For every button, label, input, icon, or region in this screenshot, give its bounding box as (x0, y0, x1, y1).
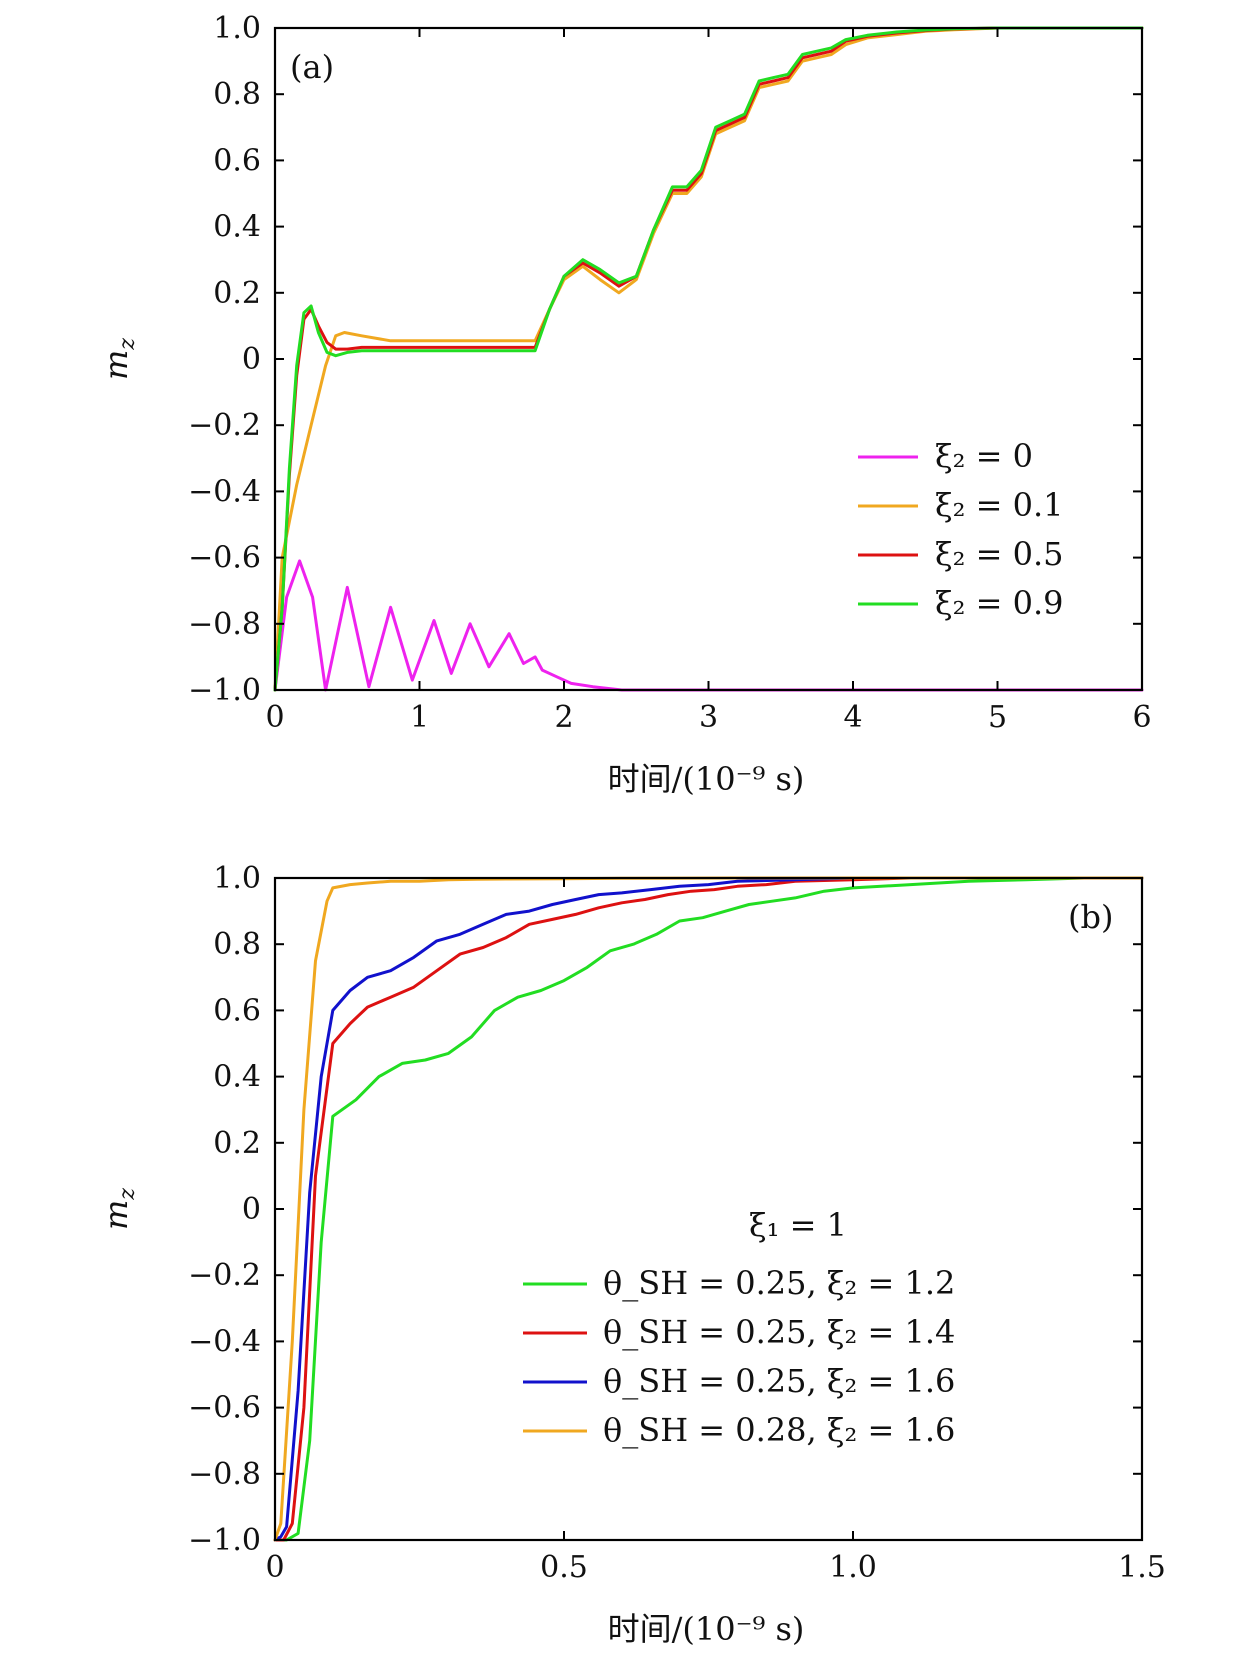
panel-a-xtick-label: 4 (843, 700, 862, 735)
panel-a-ytick-label: −0.6 (188, 541, 261, 576)
series-line-0.9 (273, 26, 1144, 692)
panel-b-xtick-label: 1.0 (829, 1550, 877, 1585)
panel-b-ytick-label: 1.0 (213, 861, 261, 896)
panel-b-xtick-label: 0 (265, 1550, 284, 1585)
panel-a-xtick-label: 1 (410, 700, 429, 735)
panel-b: 0 0.5 1.0 1.5 −1.0 −0.8 −0.6 −0.4 −0.2 0 0.2 0.4 0.6… (97, 861, 1166, 1648)
panel-b-ytick-label: −1.0 (188, 1523, 261, 1558)
panel-a-ytick-label: −0.2 (188, 408, 261, 443)
panel-a-ticks: 0 1 2 3 4 5 6 −1.0 −0.8 −0.6 −0.4 −0.2 0 0.2 0.4 0.6 0.8… (188, 11, 1151, 735)
legend-entry-red: θ_SH = 0.25, ξ₂ = 1.4 (603, 1313, 955, 1351)
panel-a-label: (a) (290, 48, 334, 86)
legend-entry-blue: θ_SH = 0.25, ξ₂ = 1.6 (603, 1362, 955, 1400)
panel-a-ytick-label: −1.0 (188, 673, 261, 708)
panel-a: 0 1 2 3 4 5 6 −1.0 −0.8 −0.6 −0.4 −0.2 0 0.2 0.4 0.6 0.8… (97, 11, 1152, 798)
panel-a-ytick-label: −0.4 (188, 474, 261, 509)
series-line-sh-0.25-1.6 (273, 876, 1144, 1542)
panel-a-ytick-label: 0.2 (213, 276, 261, 311)
panel-a-ytick-label: 0.8 (213, 77, 261, 112)
panel-a-ytick-label: 0.4 (213, 210, 261, 245)
series-line-sh-0.25-1.4 (273, 876, 1144, 1542)
panel-a-xlabel: 时间/(10⁻⁹ s) (608, 760, 805, 798)
panel-a-ytick-label: 0.6 (213, 143, 261, 178)
legend-entry-xi2-0.1: ξ₂ = 0.1 (935, 486, 1064, 524)
panel-a-ytick-label: 1.0 (213, 11, 261, 46)
panel-b-ytick-label: 0.4 (213, 1060, 261, 1095)
panel-b-ytick-label: 0.2 (213, 1126, 261, 1161)
panel-b-ytick-label: 0 (242, 1192, 261, 1227)
panel-b-xlabel: 时间/(10⁻⁹ s) (608, 1610, 805, 1648)
panel-a-xtick-label: 0 (265, 700, 284, 735)
panel-b-ticks: 0 0.5 1.0 1.5 −1.0 −0.8 −0.6 −0.4 −0.2 0 0.2 0.4 0.6… (188, 861, 1166, 1585)
panel-b-ytick-label: −0.6 (188, 1391, 261, 1426)
panel-a-xtick-label: 5 (988, 700, 1007, 735)
panel-a-xtick-label: 6 (1132, 700, 1151, 735)
panel-a-legend: ξ₂ = 0 ξ₂ = 0.1 ξ₂ = 0.5 ξ₂ = 0.9 (858, 437, 1064, 622)
panel-b-xtick-label: 1.5 (1118, 1550, 1166, 1585)
panel-b-legend: ξ₁ = 1 θ_SH = 0.25, ξ₂ = 1.2 θ_SH = 0.25… (523, 1206, 955, 1449)
series-line-sh-0.25-1.2 (273, 876, 1144, 1542)
legend-entry-xi2-0.9: ξ₂ = 0.9 (935, 584, 1064, 622)
panel-b-label: (b) (1068, 898, 1113, 936)
legend-entry-xi2-0: ξ₂ = 0 (935, 437, 1033, 475)
panel-b-xtick-label: 0.5 (540, 1550, 588, 1585)
panel-a-xtick-label: 3 (699, 700, 718, 735)
panel-b-ytick-label: −0.2 (188, 1258, 261, 1293)
panel-a-ytick-label: 0 (242, 342, 261, 377)
legend-entry-orange: θ_SH = 0.28, ξ₂ = 1.6 (603, 1411, 955, 1449)
panel-b-ytick-label: 0.6 (213, 993, 261, 1028)
panel-a-ylabel: mz (97, 338, 140, 380)
legend-entry-green: θ_SH = 0.25, ξ₂ = 1.2 (603, 1264, 955, 1302)
panel-b-ytick-label: −0.4 (188, 1324, 261, 1359)
panel-a-ytick-label: −0.8 (188, 607, 261, 642)
panel-a-xtick-label: 2 (554, 700, 573, 735)
panel-b-ylabel: mz (97, 1188, 140, 1230)
panel-b-ytick-label: 0.8 (213, 927, 261, 962)
legend-entry-xi2-0.5: ξ₂ = 0.5 (935, 535, 1064, 573)
legend-title-xi1: ξ₁ = 1 (749, 1206, 847, 1244)
series-line-0 (273, 559, 1144, 692)
panel-b-ytick-label: −0.8 (188, 1457, 261, 1492)
